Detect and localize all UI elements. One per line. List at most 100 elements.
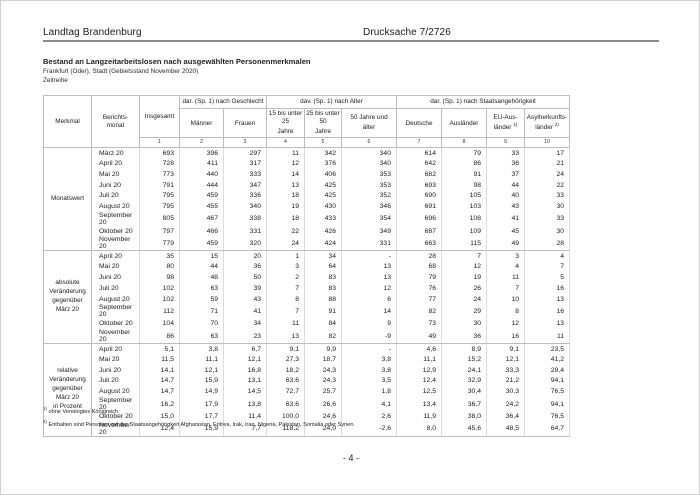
value-cell: 112 <box>139 304 180 319</box>
value-cell: 8 <box>486 304 525 319</box>
value-cell: 14,1 <box>139 364 180 376</box>
table-row: Juli 20 795 459 336 18 425 352 690 105 40 33 <box>44 190 571 202</box>
value-cell: 12 <box>486 318 525 330</box>
value-cell: 109 <box>441 225 487 237</box>
doc-header-right: Drucksache 7/2726 <box>363 27 451 38</box>
value-cell: 297 <box>223 147 267 159</box>
table-row: Juni 20 791 444 347 13 425 353 693 98 44 22 <box>44 179 571 191</box>
value-cell: 44 <box>486 179 525 191</box>
col-header-deutsche: Deutsche <box>396 107 442 139</box>
value-cell: 6 <box>341 293 397 305</box>
value-cell: 36,4 <box>486 411 525 422</box>
value-cell: 7 <box>441 250 487 262</box>
value-cell: 353 <box>341 169 397 180</box>
value-cell: 29,4 <box>524 364 571 376</box>
value-cell: 17 <box>524 147 571 159</box>
value-cell: 317 <box>223 158 267 169</box>
value-cell: 19 <box>266 201 305 212</box>
value-cell: 349 <box>341 225 397 237</box>
value-cell: 1 <box>266 250 305 262</box>
value-cell: 115 <box>441 236 487 252</box>
col-header-auslaender: Ausländer <box>441 107 487 139</box>
value-cell: 13 <box>524 293 571 305</box>
value-cell: 72,7 <box>266 386 305 397</box>
berichtsmonat-cell: April 20 <box>91 343 140 355</box>
value-cell: 11,1 <box>179 354 224 365</box>
value-cell: 59 <box>179 293 224 305</box>
value-cell: 64 <box>304 261 342 273</box>
col-number: 10 <box>523 137 571 149</box>
value-cell: 687 <box>396 225 442 237</box>
value-cell: 45 <box>486 225 525 237</box>
value-cell: 7 <box>524 261 571 273</box>
value-cell: 13,4 <box>396 397 442 411</box>
value-cell: 663 <box>396 236 442 252</box>
value-cell: 91 <box>441 169 487 180</box>
berichtsmonat-cell: September 20 <box>91 211 140 226</box>
col-header-insgesamt: Insgesamt <box>139 94 180 139</box>
berichtsmonat-cell: April 20 <box>91 250 140 262</box>
value-cell: 3,8 <box>341 354 397 365</box>
value-cell: 467 <box>179 211 224 226</box>
value-cell: 338 <box>223 211 267 226</box>
value-cell: 86 <box>441 158 487 169</box>
value-cell: 693 <box>396 179 442 191</box>
row-group-label: absolute Veränderung gegenüber März 20 <box>43 250 92 345</box>
value-cell: 33 <box>524 211 571 226</box>
value-cell: 68 <box>396 261 442 273</box>
value-cell: 94,1 <box>524 397 571 411</box>
value-cell: 805 <box>139 211 180 226</box>
value-cell: 83 <box>304 272 342 283</box>
value-cell: 9 <box>341 318 397 330</box>
col-header-50-plus: 50 Jahre und älter <box>341 107 397 139</box>
berichtsmonat-cell: Juli 20 <box>91 283 140 294</box>
value-cell: 24,1 <box>441 364 487 376</box>
berichtsmonat-cell: August 20 <box>91 386 140 397</box>
value-cell: 696 <box>396 211 442 226</box>
value-cell: 440 <box>179 169 224 180</box>
value-cell: 14,7 <box>139 386 180 397</box>
value-cell: 2,6 <box>341 411 397 422</box>
table-row: Oktober 20 797 466 331 22 426 349 687 109 45 30 <box>44 225 571 237</box>
value-cell: 693 <box>139 147 180 159</box>
value-cell: 36 <box>486 158 525 169</box>
table-row: Juli 20 102 63 39 7 83 12 76 26 7 16 <box>44 283 571 294</box>
value-cell: 25,7 <box>304 386 342 397</box>
value-cell: 24 <box>266 236 305 252</box>
value-cell: 35 <box>139 250 180 262</box>
data-table: Merkmal Berichts- monat Insgesamt dar. (… <box>43 94 571 437</box>
value-cell: 15,9 <box>179 375 224 387</box>
table-group-header-row: Merkmal Berichts- monat Insgesamt dar. (… <box>43 94 571 149</box>
page-title: Bestand an Langzeitarbeitslosen nach aus… <box>43 57 311 66</box>
col-header-15-25: 15 bis unter 25 Jahre <box>266 107 305 139</box>
value-cell: 691 <box>396 201 442 212</box>
berichtsmonat-cell: Juli 20 <box>91 190 140 202</box>
value-cell: 19 <box>441 272 487 283</box>
value-cell: 16 <box>486 329 525 345</box>
value-cell: 77 <box>396 293 442 305</box>
berichtsmonat-cell: August 20 <box>91 293 140 305</box>
value-cell: 44 <box>179 261 224 273</box>
value-cell: 7 <box>486 283 525 294</box>
berichtsmonat-cell: März 20 <box>91 147 140 159</box>
value-cell: 83 <box>304 283 342 294</box>
value-cell: 36 <box>223 261 267 273</box>
value-cell: 49 <box>486 236 525 252</box>
table-row: August 20 795 455 340 19 430 346 691 103 43 30 <box>44 201 571 212</box>
value-cell: 7,7 <box>223 421 267 437</box>
value-cell: 728 <box>139 158 180 169</box>
table-row: Oktober 20 104 70 34 11 84 9 73 30 12 13 <box>44 318 571 330</box>
berichtsmonat-cell: Oktober 20 <box>91 318 140 330</box>
value-cell: 15,9 <box>179 421 224 437</box>
value-cell: 7 <box>266 304 305 319</box>
value-cell: 16 <box>524 283 571 294</box>
value-cell: 23 <box>223 329 267 345</box>
value-cell: 340 <box>341 158 397 169</box>
value-cell: 23,5 <box>524 343 571 355</box>
col-header-25-50: 25 bis unter 50 Jahre <box>304 107 342 139</box>
value-cell: -2,6 <box>341 421 397 437</box>
value-cell: 3,5 <box>341 375 397 387</box>
value-cell: 13 <box>341 272 397 283</box>
value-cell: 40 <box>486 190 525 202</box>
